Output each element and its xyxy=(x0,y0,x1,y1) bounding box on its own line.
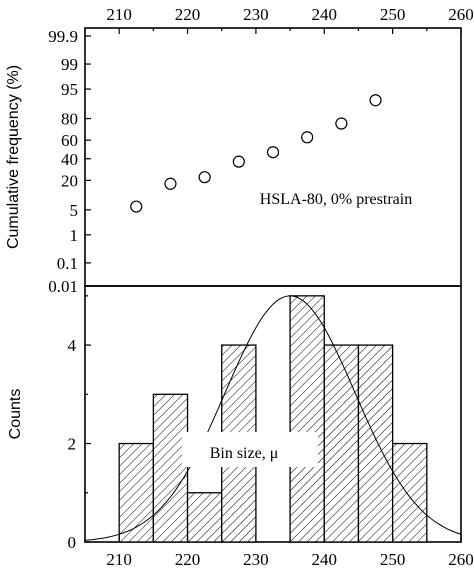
histogram-bars xyxy=(118,295,428,543)
upper-y-tick-label: 40 xyxy=(61,150,78,169)
upper-x-tick-label: 210 xyxy=(106,5,132,24)
data-point xyxy=(198,171,211,184)
lower-y-tick-label: 4 xyxy=(68,336,77,355)
upper-x-ticks: 210 220 230 240 250 260 xyxy=(84,5,474,34)
data-point xyxy=(130,200,143,213)
annotation-background xyxy=(182,432,318,467)
upper-y-tick-label: 0.1 xyxy=(57,254,78,273)
lower-x-tick-label: 220 xyxy=(175,550,201,569)
histogram-bar xyxy=(152,393,189,543)
histogram-panel: Bin size, μ 210 220 230 240 250 260 0 2 4 Count… xyxy=(7,285,474,569)
bin-size-annotation: Bin size, μ xyxy=(210,445,279,462)
upper-plot-frame xyxy=(84,27,462,287)
upper-y-tick-label: 5 xyxy=(70,201,79,220)
upper-annotation: HSLA-80, 0% prestrain xyxy=(260,191,412,208)
upper-x-tick-label: 230 xyxy=(243,5,269,24)
upper-x-tick-label: 260 xyxy=(448,5,474,24)
lower-x-tick-label: 260 xyxy=(448,550,474,569)
histogram-bar xyxy=(118,442,155,543)
data-point xyxy=(301,131,314,144)
normal-fit-curve xyxy=(84,295,462,541)
lower-x-tick-label: 210 xyxy=(106,550,132,569)
upper-y-tick-label: 20 xyxy=(61,171,78,190)
lower-plot-frame xyxy=(84,285,462,543)
lower-y-tick-label: 2 xyxy=(68,435,77,454)
data-point xyxy=(335,117,348,130)
upper-y-tick-label: 60 xyxy=(61,131,78,150)
data-point xyxy=(164,177,177,190)
lower-x-tick-label: 230 xyxy=(243,550,269,569)
data-point xyxy=(266,146,280,159)
histogram-bar xyxy=(391,442,428,543)
scatter-points xyxy=(130,94,382,213)
lower-y-axis-title: Counts xyxy=(7,389,24,440)
upper-x-tick-label: 250 xyxy=(380,5,406,24)
upper-x-tick-label: 240 xyxy=(312,5,338,24)
upper-y-axis-title: Cumulative frequency (%) xyxy=(5,65,22,249)
lower-y-ticks: 0 2 4 xyxy=(68,295,91,552)
upper-x-tick-label: 220 xyxy=(175,5,201,24)
upper-y-tick-label: 80 xyxy=(61,110,78,129)
histogram-bar xyxy=(323,344,360,543)
lower-x-tick-label: 250 xyxy=(380,550,406,569)
lower-x-tick-label: 240 xyxy=(312,550,338,569)
upper-y-tick-label: 99.9 xyxy=(48,27,78,46)
histogram-bar xyxy=(186,492,223,543)
lower-y-tick-label: 0 xyxy=(68,533,77,552)
upper-y-tick-label: 0.01 xyxy=(48,277,78,296)
upper-y-tick-label: 1 xyxy=(70,226,79,245)
data-point xyxy=(232,155,245,168)
lower-x-ticks: 210 220 230 240 250 260 xyxy=(84,536,474,569)
histogram-bar xyxy=(289,295,325,543)
data-point xyxy=(369,94,382,107)
histogram-bar xyxy=(357,344,394,543)
upper-y-tick-label: 99 xyxy=(61,55,78,74)
upper-y-tick-label: 95 xyxy=(61,80,78,99)
